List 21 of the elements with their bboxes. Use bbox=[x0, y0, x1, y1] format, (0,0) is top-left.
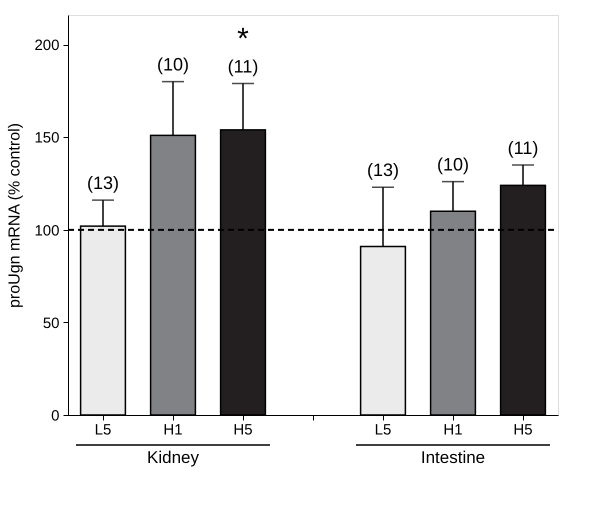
annotation: (13) bbox=[86, 173, 120, 194]
y-tick-label: 200 bbox=[34, 37, 60, 54]
y-tick-label: 100 bbox=[34, 222, 60, 240]
y-axis-title: proUgn mRNA (% control) bbox=[6, 123, 24, 308]
annotation: * bbox=[237, 22, 250, 56]
annotation: (11) bbox=[508, 138, 538, 158]
text: Intestine bbox=[420, 448, 486, 467]
x-tick-label: H1 bbox=[163, 422, 183, 438]
y-tick-label: 0 bbox=[51, 408, 60, 424]
x-tick-label: L5 bbox=[94, 422, 112, 438]
text: Kidney bbox=[147, 448, 200, 467]
x-tick-label: L5 bbox=[374, 422, 392, 438]
y-tick-label: 50 bbox=[42, 314, 60, 332]
annotation: (10) bbox=[436, 154, 470, 175]
x-tick-label: H5 bbox=[233, 422, 253, 438]
x-tick-label: H1 bbox=[443, 422, 463, 438]
annotation: (11) bbox=[228, 56, 258, 77]
annotation: (10) bbox=[156, 54, 190, 75]
x-tick-label: H5 bbox=[513, 422, 533, 438]
annotation: (13) bbox=[366, 160, 400, 180]
y-tick-label: 150 bbox=[34, 130, 60, 147]
